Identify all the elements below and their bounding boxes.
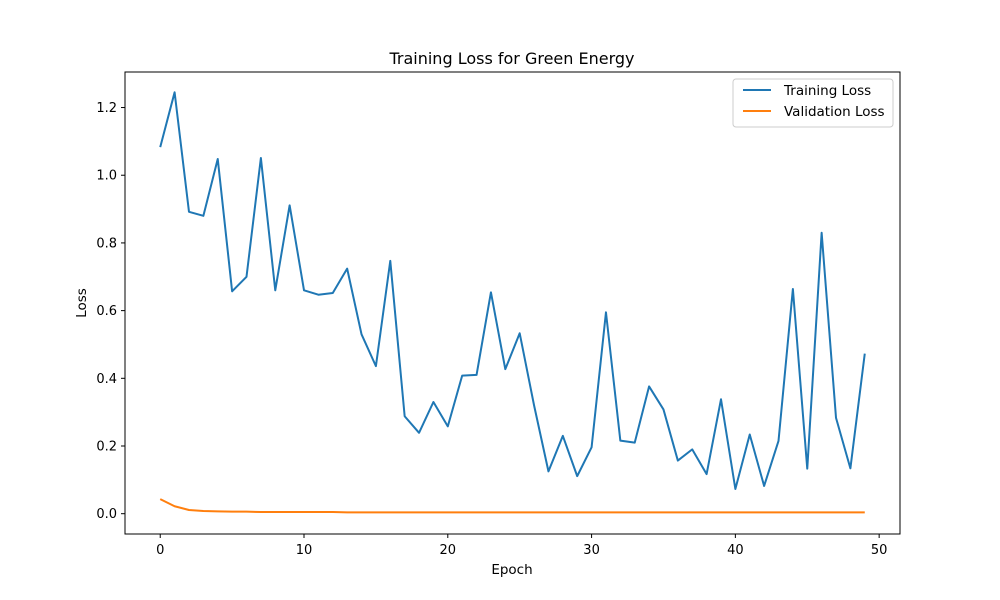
y-axis-label: Loss xyxy=(74,288,90,318)
y-tick-label: 0.6 xyxy=(96,304,117,319)
x-tick-label: 30 xyxy=(583,543,600,558)
y-tick-label: 1.0 xyxy=(96,169,117,184)
chart-title: Training Loss for Green Energy xyxy=(388,49,634,68)
y-tick-label: 0.8 xyxy=(96,236,117,251)
legend-box xyxy=(732,78,894,128)
x-tick-label: 20 xyxy=(440,543,457,558)
plot-frame xyxy=(124,71,901,535)
series-line-training-loss xyxy=(159,91,866,490)
axis-ticks: 0 10 20 30 40 50 0.0 0.2 0.4 0.6 0.8 1.0 1.2 xyxy=(96,101,887,558)
x-tick-label: 50 xyxy=(871,543,888,558)
legend-label-validation-loss: Validation Loss xyxy=(784,104,885,120)
legend-label-training-loss: Training Loss xyxy=(783,83,871,99)
x-tick-label: 40 xyxy=(727,543,744,558)
y-tick-label: 1.2 xyxy=(96,101,117,116)
y-tick-label: 0.4 xyxy=(96,372,117,387)
series-line-validation-loss xyxy=(159,498,865,514)
x-tick-label: 10 xyxy=(296,543,313,558)
legend: Training Loss Validation Loss xyxy=(732,78,894,128)
y-tick-label: 0.0 xyxy=(96,507,117,522)
series-lines xyxy=(159,91,866,514)
y-tick-label: 0.2 xyxy=(96,440,117,455)
x-axis-label: Epoch xyxy=(491,562,532,578)
x-tick-label: 0 xyxy=(156,543,164,558)
